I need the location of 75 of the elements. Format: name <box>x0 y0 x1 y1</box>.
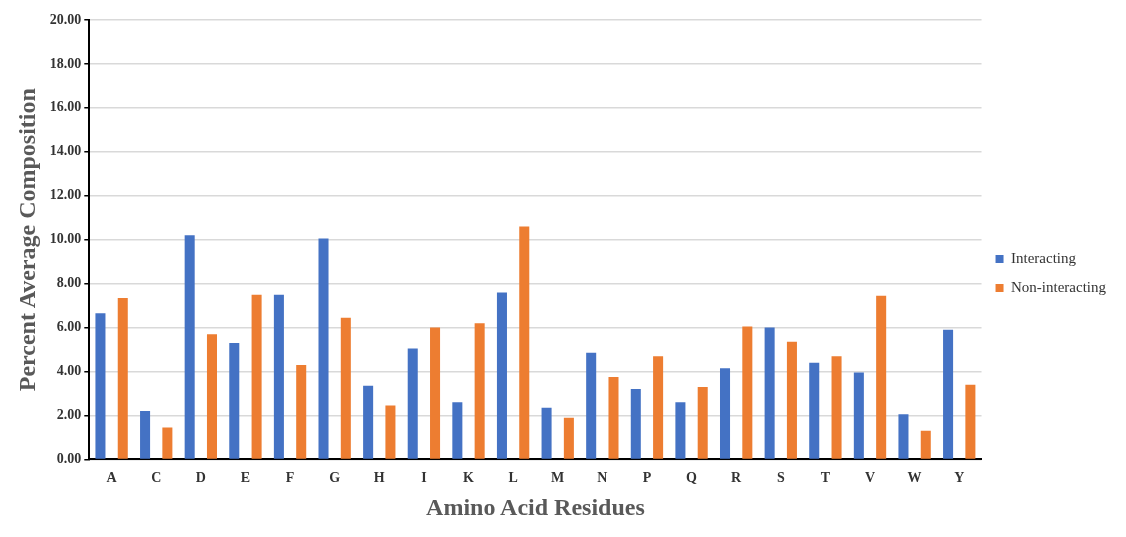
bar <box>965 384 976 459</box>
x-tick-label: K <box>463 470 475 486</box>
bar <box>608 377 619 459</box>
bar <box>385 405 396 459</box>
bar <box>653 356 664 459</box>
bar <box>184 235 195 459</box>
x-tick-label: I <box>421 470 427 486</box>
bar <box>162 427 173 459</box>
y-tick-label: 6.00 <box>56 319 82 335</box>
x-tick-label: Y <box>954 470 965 486</box>
bar <box>809 362 820 459</box>
bar <box>831 356 842 459</box>
bar <box>898 414 909 459</box>
x-tick-label: N <box>597 470 608 486</box>
bar <box>630 389 641 459</box>
bar <box>496 292 507 459</box>
bar <box>943 329 954 459</box>
x-tick-label: D <box>195 470 206 486</box>
bar <box>920 430 931 459</box>
bar <box>95 313 106 459</box>
x-tick-label: C <box>151 470 162 486</box>
bar <box>541 407 552 459</box>
x-tick-label: S <box>776 470 785 486</box>
bar <box>474 323 485 459</box>
y-tick-label: 18.00 <box>49 55 82 71</box>
bar <box>206 334 217 459</box>
y-tick-label: 20.00 <box>49 11 82 27</box>
y-tick-label: 16.00 <box>49 99 82 115</box>
x-tick-label: A <box>106 470 118 486</box>
y-tick-label: 10.00 <box>49 231 82 247</box>
x-tick-label: P <box>642 470 652 486</box>
y-tick-label: 14.00 <box>49 143 82 159</box>
bar <box>229 342 240 459</box>
y-tick-label: 4.00 <box>56 363 82 379</box>
x-tick-label: E <box>240 470 251 486</box>
x-tick-label: Q <box>686 470 698 486</box>
x-axis-title: Amino Acid Residues <box>426 493 645 520</box>
bar <box>786 341 797 459</box>
bar <box>519 226 530 459</box>
bar <box>764 327 775 459</box>
bar <box>563 417 574 459</box>
bar <box>117 297 128 459</box>
y-axis-title: Percent Average Composition <box>13 88 40 392</box>
legend-label: Interacting <box>1011 249 1077 266</box>
x-tick-label: L <box>508 470 518 486</box>
bar <box>586 352 597 459</box>
bar <box>407 348 418 459</box>
x-tick-label: F <box>285 470 295 486</box>
y-tick-label: 8.00 <box>56 275 82 291</box>
bar <box>876 295 887 459</box>
bar <box>675 402 686 459</box>
x-tick-label: M <box>551 470 565 486</box>
bar <box>140 411 151 459</box>
x-tick-label: W <box>907 470 922 486</box>
bar <box>251 294 262 459</box>
x-tick-label: V <box>864 470 876 486</box>
x-tick-label: R <box>731 470 743 486</box>
bar <box>720 368 731 459</box>
y-tick-label: 12.00 <box>49 187 82 203</box>
bar <box>318 238 329 459</box>
bar <box>742 326 753 459</box>
bar <box>452 402 463 459</box>
legend-label: Non-interacting <box>1011 278 1107 295</box>
bar <box>430 327 441 459</box>
x-tick-label: H <box>373 470 385 486</box>
bar <box>273 294 284 459</box>
y-tick-label: 2.00 <box>56 407 82 423</box>
bar <box>340 317 351 459</box>
x-tick-label: T <box>820 470 831 486</box>
bar <box>853 372 864 459</box>
y-tick-label: 0.00 <box>56 451 82 467</box>
bar <box>363 385 374 459</box>
bar <box>296 364 307 459</box>
bar <box>697 386 708 459</box>
x-tick-label: G <box>329 470 341 486</box>
